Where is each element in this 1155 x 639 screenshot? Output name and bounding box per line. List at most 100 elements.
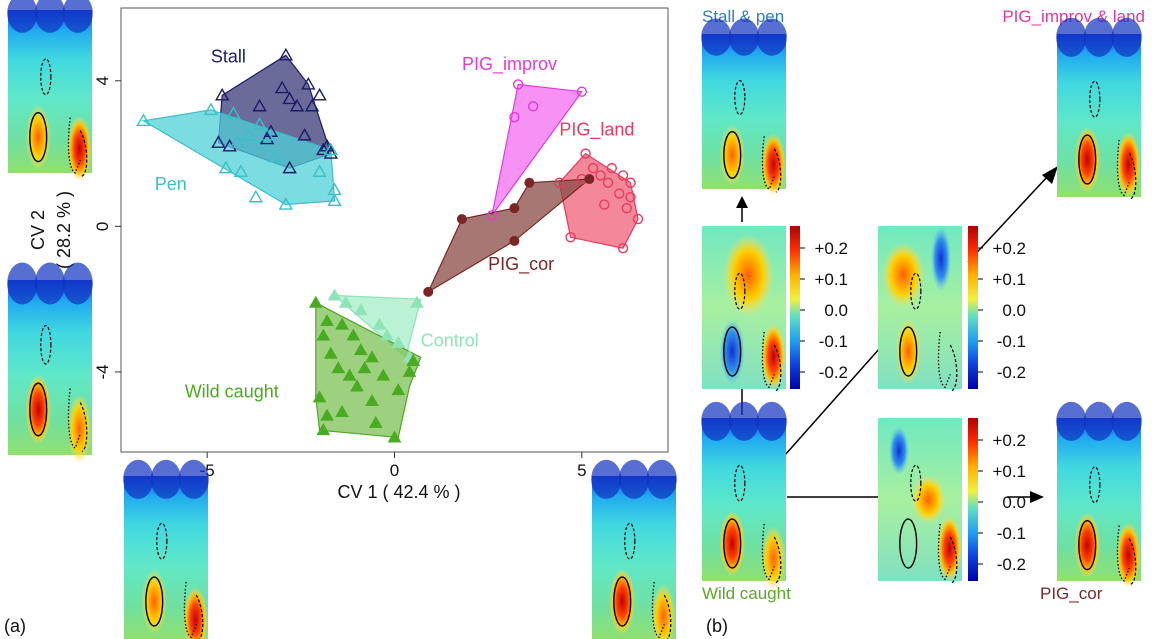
y-tick-label: -4 bbox=[93, 364, 112, 379]
point-pig-cor bbox=[509, 203, 520, 214]
point-pig-land bbox=[625, 177, 636, 188]
arrow-head-diag bbox=[1042, 166, 1058, 184]
colorbar-tick-label: -0.1 bbox=[819, 332, 848, 351]
arrow-head-right bbox=[1030, 491, 1044, 503]
point-wild-caught bbox=[365, 350, 379, 363]
heatmap-wild-caught bbox=[701, 401, 787, 591]
series-label-stall: Stall bbox=[211, 47, 246, 67]
colorbar-tick-label: +0.1 bbox=[992, 462, 1026, 481]
point-stall bbox=[259, 131, 275, 145]
heatmap-cv1-negative bbox=[123, 459, 209, 639]
heatmap-diff-improv-land bbox=[878, 226, 962, 392]
point-wild-caught bbox=[391, 383, 406, 396]
colorbar-tick-label: -0.1 bbox=[997, 332, 1026, 351]
point-wild-caught bbox=[406, 354, 421, 367]
point-wild-caught bbox=[323, 346, 338, 359]
heatmap-pig-improv-land bbox=[1056, 17, 1142, 200]
heatmap-diff-stall-pen bbox=[702, 226, 786, 392]
point-pen bbox=[312, 164, 327, 177]
point-pen bbox=[233, 164, 249, 177]
point-wild-caught bbox=[368, 415, 383, 428]
arrow-group bbox=[736, 166, 1058, 503]
point-pig-land bbox=[632, 213, 644, 225]
point-control bbox=[380, 328, 394, 341]
point-wild-caught bbox=[308, 295, 323, 308]
point-stall bbox=[289, 98, 305, 112]
point-pig-cor bbox=[456, 214, 467, 225]
label-pig-cor: PIG_cor bbox=[1040, 584, 1103, 603]
series-label-wild-caught: Wild caught bbox=[185, 381, 279, 401]
point-pig-land bbox=[580, 148, 591, 159]
point-pen bbox=[252, 117, 267, 130]
colorbar: +0.2 +0.1 0.0 -0.1 -0.2 bbox=[968, 226, 1026, 389]
point-wild-caught bbox=[376, 368, 391, 381]
point-pig-cor bbox=[509, 235, 520, 246]
point-pig-improv bbox=[509, 111, 520, 123]
point-stall bbox=[282, 91, 297, 105]
colorbar-tick-label: +0.1 bbox=[814, 270, 848, 289]
point-pen bbox=[327, 193, 342, 207]
colorbar-tick-label: 0.0 bbox=[1002, 301, 1026, 320]
heatmap-cv1-positive bbox=[591, 459, 677, 639]
point-pig-land bbox=[587, 162, 599, 174]
point-stall bbox=[252, 98, 267, 112]
point-wild-caught bbox=[316, 423, 331, 436]
point-stall bbox=[297, 127, 312, 141]
point-wild-caught bbox=[353, 343, 368, 356]
y-tick-label: 4 bbox=[93, 76, 112, 85]
series-label-pig-land: PIG_land bbox=[559, 119, 634, 140]
colorbar-tick-label: -0.1 bbox=[997, 524, 1026, 543]
colorbar-tick-label: +0.2 bbox=[992, 239, 1026, 258]
point-pig-land bbox=[602, 177, 614, 188]
group-points bbox=[136, 47, 644, 443]
point-stall bbox=[304, 98, 320, 112]
point-pen bbox=[323, 142, 339, 156]
point-pig-improv bbox=[527, 101, 539, 112]
point-wild-caught bbox=[331, 361, 346, 374]
point-pen bbox=[203, 102, 219, 116]
hull-pig-improv bbox=[491, 83, 583, 216]
colorbar: +0.2 +0.1 0.0 -0.1 -0.2 bbox=[968, 418, 1026, 581]
point-pen bbox=[278, 197, 294, 210]
point-stall bbox=[301, 77, 316, 90]
point-pig-improv bbox=[512, 79, 524, 90]
x-axis-title: CV 1 ( 42.4 % ) bbox=[337, 482, 460, 502]
label-pig-improv-land: PIG_improv & land bbox=[1002, 7, 1145, 26]
y-tick-label: 0 bbox=[93, 222, 112, 231]
y-axis-subtitle: ( 28.2 % ) bbox=[54, 191, 74, 269]
colorbar-tick-label: +0.2 bbox=[992, 431, 1026, 450]
point-stall bbox=[312, 87, 327, 101]
series-label-pig-improv: PIG_improv bbox=[462, 54, 557, 75]
series-label-control: Control bbox=[421, 330, 479, 350]
point-pig-land bbox=[606, 162, 618, 174]
point-pig-land bbox=[614, 188, 625, 199]
point-pig-land bbox=[599, 199, 610, 210]
heatmap-cv2-positive bbox=[7, 0, 93, 182]
group-labels: Stall Pen PIG_improv PIG_land PIG_cor Control… bbox=[155, 47, 635, 402]
point-wild-caught bbox=[320, 313, 334, 326]
panel-label-b: (b) bbox=[706, 616, 728, 636]
arrow-head-up bbox=[736, 196, 748, 208]
heatmap-cv2-negative bbox=[7, 262, 93, 464]
series-label-pig-cor: PIG_cor bbox=[488, 254, 554, 275]
y-axis-title: CV 2 bbox=[28, 210, 48, 250]
point-control bbox=[391, 335, 406, 348]
heatmap-pig-cor bbox=[1056, 401, 1142, 588]
colorbar-tick-label: +0.2 bbox=[814, 239, 848, 258]
point-stall bbox=[278, 47, 294, 61]
point-wild-caught bbox=[387, 430, 402, 443]
colorbar: +0.2 +0.1 0.0 -0.1 -0.2 bbox=[790, 226, 848, 389]
point-wild-caught bbox=[365, 394, 379, 407]
point-pig-improv bbox=[486, 210, 498, 221]
point-wild-caught bbox=[335, 317, 349, 330]
point-pig-cor bbox=[524, 177, 535, 188]
point-pig-cor bbox=[584, 174, 595, 185]
point-stall bbox=[214, 87, 230, 101]
point-wild-caught bbox=[402, 364, 417, 377]
connector-wild-diff1 bbox=[784, 347, 881, 456]
heatmap-thumbnails bbox=[7, 0, 1142, 639]
label-wild-caught: Wild caught bbox=[702, 584, 791, 603]
point-pig-improv bbox=[576, 86, 588, 97]
heatmap-diff-pig-cor bbox=[878, 418, 962, 584]
